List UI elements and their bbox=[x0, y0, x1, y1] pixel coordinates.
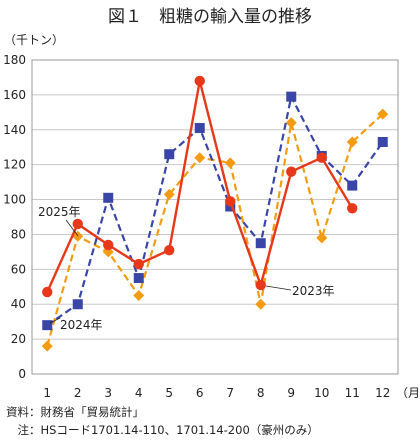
leader-2024 bbox=[49, 317, 61, 324]
leader-2023 bbox=[265, 285, 292, 291]
series-line bbox=[46, 113, 384, 347]
y-axis-unit: （千トン） bbox=[4, 33, 64, 47]
series-line bbox=[46, 95, 384, 327]
data-point-square bbox=[286, 91, 297, 102]
data-point-square bbox=[42, 320, 53, 331]
label-2025: 2025年 bbox=[38, 205, 81, 219]
data-point-circle bbox=[316, 152, 327, 163]
x-tick-label: 1 bbox=[43, 386, 51, 400]
plot-area-frame bbox=[31, 59, 399, 375]
y-tick-label: 40 bbox=[11, 297, 26, 311]
data-point-diamond bbox=[255, 298, 267, 310]
data-point-square bbox=[194, 123, 205, 134]
y-tick-label: 80 bbox=[11, 227, 26, 241]
data-point-circle bbox=[103, 239, 114, 251]
data-point-square bbox=[347, 180, 358, 191]
data-point-diamond bbox=[346, 136, 358, 148]
y-tick-label: 60 bbox=[11, 262, 26, 276]
data-point-square bbox=[103, 192, 114, 203]
data-point-diamond bbox=[133, 290, 145, 301]
y-tick-label: 160 bbox=[3, 88, 26, 102]
y-tick-label: 100 bbox=[3, 193, 26, 207]
data-point-circle bbox=[225, 196, 236, 207]
x-tick-label: 4 bbox=[135, 386, 143, 400]
data-point-diamond bbox=[285, 117, 297, 129]
y-tick-label: 0 bbox=[18, 367, 26, 381]
y-tick-label: 140 bbox=[3, 123, 26, 137]
data-point-diamond bbox=[316, 232, 328, 244]
series-annotations: 2025年 2024年 2023年 bbox=[38, 205, 335, 332]
data-point-circle bbox=[42, 286, 53, 298]
x-tick-label: 12 bbox=[375, 386, 390, 400]
data-point-diamond bbox=[224, 157, 236, 169]
x-tick-label: 10 bbox=[314, 386, 329, 400]
data-point-square bbox=[72, 299, 83, 310]
leader-2025 bbox=[65, 219, 79, 237]
x-tick-label: 8 bbox=[257, 386, 265, 400]
data-point-circle bbox=[286, 166, 297, 177]
data-point-square bbox=[164, 149, 175, 160]
series-0 bbox=[41, 108, 389, 352]
data-point-diamond bbox=[72, 230, 84, 242]
data-point-square bbox=[255, 238, 266, 249]
series-1 bbox=[42, 91, 388, 331]
x-axis-unit: （月） bbox=[396, 386, 420, 400]
y-tick-label: 120 bbox=[3, 158, 26, 172]
data-point-circle bbox=[194, 75, 205, 87]
data-point-diamond bbox=[163, 188, 175, 200]
y-axis-ticks: 0 20 40 60 80 100 120 140 160 180 bbox=[3, 53, 26, 381]
data-point-circle bbox=[164, 244, 175, 256]
source-note: 資料：財務省「貿易統計」 bbox=[6, 405, 144, 419]
chart-title: 図１ 粗糖の輸入量の推移 bbox=[108, 7, 312, 27]
data-point-circle bbox=[133, 258, 144, 270]
data-point-diamond bbox=[377, 108, 389, 120]
x-tick-label: 9 bbox=[287, 386, 295, 400]
series-layer bbox=[41, 75, 389, 352]
hs-code-note: 注：HSコード1701.14-110、1701.14-200（豪州のみ） bbox=[6, 423, 319, 437]
data-point-square bbox=[133, 273, 144, 284]
data-point-square bbox=[377, 136, 388, 147]
data-point-circle bbox=[255, 279, 266, 291]
data-point-diamond bbox=[41, 340, 53, 352]
x-tick-label: 6 bbox=[196, 386, 204, 400]
x-tick-label: 5 bbox=[165, 386, 173, 400]
y-tick-label: 20 bbox=[11, 332, 26, 346]
label-2024: 2024年 bbox=[60, 318, 103, 332]
data-point-diamond bbox=[194, 152, 206, 164]
x-axis-ticks: 1 2 3 4 5 6 7 8 9 10 11 12 bbox=[43, 386, 390, 400]
data-point-square bbox=[225, 201, 236, 212]
data-point-circle bbox=[72, 218, 83, 230]
y-tick-label: 180 bbox=[3, 53, 26, 67]
x-tick-label: 2 bbox=[74, 386, 82, 400]
label-2023: 2023年 bbox=[292, 284, 335, 298]
x-tick-label: 3 bbox=[104, 386, 112, 400]
x-tick-label: 11 bbox=[345, 386, 360, 400]
x-tick-label: 7 bbox=[226, 386, 234, 400]
chart: 図１ 粗糖の輸入量の推移 （千トン） 020406080100120140160… bbox=[3, 7, 420, 400]
data-point-circle bbox=[347, 203, 358, 214]
series-line bbox=[46, 79, 354, 293]
series-2 bbox=[42, 75, 358, 298]
